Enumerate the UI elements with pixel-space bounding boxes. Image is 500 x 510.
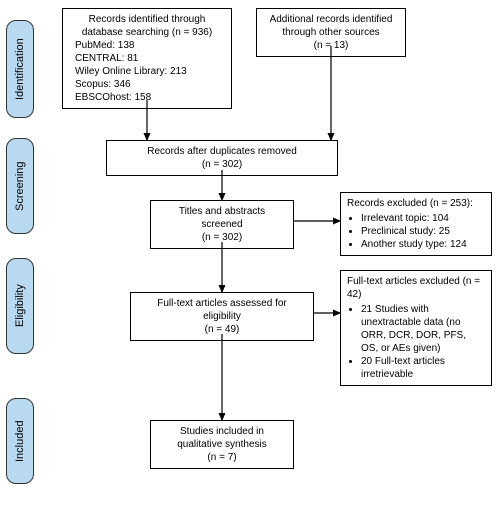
excl2-item: 21 Studies with unextractable data (no O…: [361, 303, 485, 355]
box-records-excluded: Records excluded (n = 253): Irrelevant t…: [340, 192, 492, 256]
stage-screening: Screening: [6, 138, 34, 234]
stage-identification: Identification: [6, 20, 34, 118]
excl2-title: Full-text articles excluded (n = 42): [347, 275, 485, 301]
db-line: Wiley Online Library: 213: [75, 65, 225, 78]
db-line: Scopus: 346: [75, 78, 225, 91]
box-database-search: Records identified through database sear…: [62, 8, 232, 109]
box-other-sources: Additional records identified through ot…: [256, 8, 406, 57]
box-titles-abstracts: Titles and abstracts screened(n = 302): [150, 200, 294, 249]
db-line: PubMed: 138: [75, 39, 225, 52]
excl1-item: Another study type: 124: [361, 238, 485, 251]
excl1-title: Records excluded (n = 253):: [347, 197, 485, 210]
box-db-title: Records identified through database sear…: [69, 13, 225, 39]
box-duplicates-removed: Records after duplicates removed(n = 302…: [106, 140, 338, 176]
excl1-item: Preclinical study: 25: [361, 225, 485, 238]
box-fulltext-excluded: Full-text articles excluded (n = 42) 21 …: [340, 270, 492, 386]
box-studies-included: Studies included in qualitative synthesi…: [150, 420, 294, 469]
stage-included: Included: [6, 398, 34, 484]
box-fulltext-assessed: Full-text articles assessed for eligibil…: [130, 292, 314, 341]
stage-eligibility: Eligibility: [6, 258, 34, 354]
excl1-item: Irrelevant topic: 104: [361, 212, 485, 225]
excl2-item: 20 Full-text articles irretrievable: [361, 355, 485, 381]
db-line: EBSCOhost: 158: [75, 91, 225, 104]
db-line: CENTRAL: 81: [75, 52, 225, 65]
